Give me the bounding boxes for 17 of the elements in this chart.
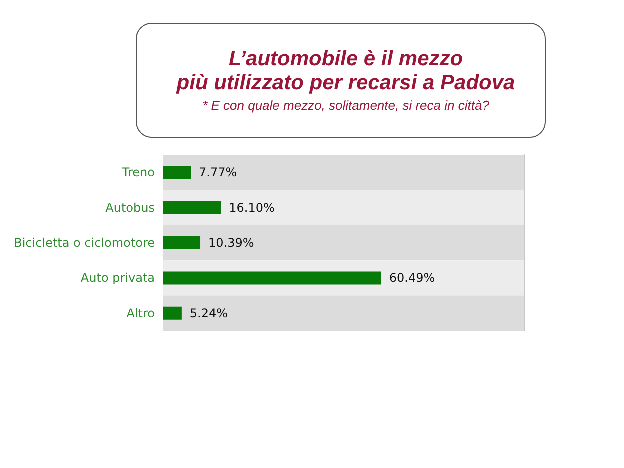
- y-tick-label: Autobus: [106, 200, 155, 215]
- y-tick-label: Altro: [126, 306, 155, 320]
- y-tick-label: Auto privata: [80, 271, 155, 286]
- y-tick-label: Bicicletta o ciclomotore: [14, 236, 155, 250]
- chart-subtitle: * E con quale mezzo, solitamente, si reca in città?: [202, 98, 490, 113]
- bar: [163, 306, 182, 320]
- data-label: 7.77%: [199, 166, 238, 180]
- bar: [163, 201, 222, 214]
- data-label: 10.39%: [208, 236, 254, 250]
- data-label: 60.49%: [389, 271, 436, 286]
- bar: [163, 236, 201, 250]
- data-label: 16.10%: [229, 200, 275, 215]
- chart-title: L’automobile è il mezzo più utilizzato per recarsi a Padova: [176, 48, 516, 94]
- data-label: 5.24%: [190, 306, 228, 320]
- bar: [163, 166, 192, 180]
- y-tick-label: Treno: [121, 166, 155, 180]
- bar: [163, 272, 382, 285]
